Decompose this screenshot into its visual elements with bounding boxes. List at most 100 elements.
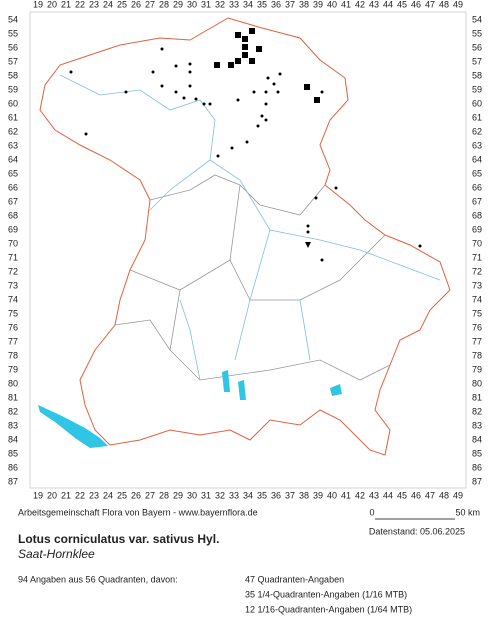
column-label: 45	[397, 490, 407, 500]
row-label: 63	[472, 140, 482, 150]
row-label: 86	[472, 462, 482, 472]
row-label: 61	[472, 112, 482, 122]
column-label: 25	[117, 490, 127, 500]
column-label: 36	[271, 490, 281, 500]
column-label: 44	[383, 490, 393, 500]
stats-line: 12 1/16-Quadranten-Angaben (1/64 MTB)	[245, 604, 412, 614]
row-label: 69	[472, 224, 482, 234]
row-label: 60	[472, 98, 482, 108]
column-label: 35	[257, 0, 267, 9]
column-label: 20	[47, 0, 57, 9]
stats-line: 35 1/4-Quadranten-Angaben (1/16 MTB)	[245, 589, 407, 599]
column-label: 43	[369, 490, 379, 500]
row-label: 67	[8, 196, 18, 206]
row-label: 78	[8, 350, 18, 360]
row-label: 74	[8, 294, 18, 304]
column-label: 22	[75, 490, 85, 500]
row-label: 73	[472, 280, 482, 290]
column-label: 30	[187, 490, 197, 500]
column-label: 47	[425, 490, 435, 500]
column-label: 23	[89, 0, 99, 9]
row-label: 77	[472, 336, 482, 346]
row-label: 59	[8, 84, 18, 94]
column-label: 43	[369, 0, 379, 9]
row-label: 81	[8, 392, 18, 402]
column-label: 39	[313, 490, 323, 500]
column-label: 49	[453, 0, 463, 9]
row-label: 55	[8, 28, 18, 38]
row-label: 68	[472, 210, 482, 220]
column-label: 37	[285, 490, 295, 500]
row-label: 70	[8, 238, 18, 248]
date: Datenstand: 05.06.2025	[369, 526, 465, 536]
column-label: 48	[439, 490, 449, 500]
column-label: 25	[117, 0, 127, 9]
column-label: 45	[397, 0, 407, 9]
row-label: 67	[472, 196, 482, 206]
scale-start: 0	[369, 507, 374, 517]
record-quadrant	[249, 58, 255, 64]
column-label: 46	[411, 490, 421, 500]
rivers	[59, 74, 441, 381]
row-label: 58	[472, 70, 482, 80]
column-label: 31	[201, 0, 211, 9]
column-label: 36	[271, 0, 281, 9]
row-label: 79	[8, 364, 18, 374]
row-label: 71	[8, 252, 18, 262]
row-label: 85	[472, 448, 482, 458]
row-label: 54	[472, 14, 482, 24]
stats-summary: 94 Angaben aus 56 Quadranten, davon:	[18, 574, 178, 584]
column-label: 30	[187, 0, 197, 9]
column-label: 41	[341, 0, 351, 9]
row-label: 66	[472, 182, 482, 192]
column-label: 42	[355, 490, 365, 500]
column-label: 22	[75, 0, 85, 9]
lake-chiemsee	[330, 384, 342, 396]
row-label: 56	[472, 42, 482, 52]
state-border	[39, 17, 451, 456]
record-quadrant	[242, 44, 248, 50]
row-label: 55	[472, 28, 482, 38]
lakes	[222, 370, 246, 400]
column-label: 37	[285, 0, 295, 9]
row-label: 71	[472, 252, 482, 262]
row-label: 60	[8, 98, 18, 108]
row-label: 76	[8, 322, 18, 332]
column-label: 34	[243, 490, 253, 500]
row-label: 75	[8, 308, 18, 318]
column-label: 24	[103, 0, 113, 9]
column-label: 28	[159, 0, 169, 9]
column-label: 21	[61, 490, 71, 500]
column-label: 47	[425, 0, 435, 9]
lake-bodensee	[38, 405, 108, 448]
column-label: 40	[327, 0, 337, 9]
record-quadrant	[314, 97, 320, 103]
row-label: 85	[8, 448, 18, 458]
column-label: 44	[383, 0, 393, 9]
column-label: 21	[61, 0, 71, 9]
column-label: 40	[327, 490, 337, 500]
column-label: 23	[89, 490, 99, 500]
record-quadrant	[242, 36, 248, 42]
row-label: 84	[472, 434, 482, 444]
row-label: 65	[472, 168, 482, 178]
column-label: 31	[201, 490, 211, 500]
column-label: 48	[439, 0, 449, 9]
row-label: 76	[472, 322, 482, 332]
column-label: 32	[215, 490, 225, 500]
row-label: 56	[8, 42, 18, 52]
row-label: 58	[8, 70, 18, 80]
row-label: 62	[472, 126, 482, 136]
row-label: 87	[472, 476, 482, 486]
row-label: 64	[8, 154, 18, 164]
row-label: 84	[8, 434, 18, 444]
row-label: 79	[472, 364, 482, 374]
row-label: 78	[472, 350, 482, 360]
column-label: 33	[229, 0, 239, 9]
map-frame	[29, 11, 467, 489]
subtitle: Saat-Hornklee	[18, 547, 95, 561]
column-label: 39	[313, 0, 323, 9]
row-label: 72	[472, 266, 482, 276]
